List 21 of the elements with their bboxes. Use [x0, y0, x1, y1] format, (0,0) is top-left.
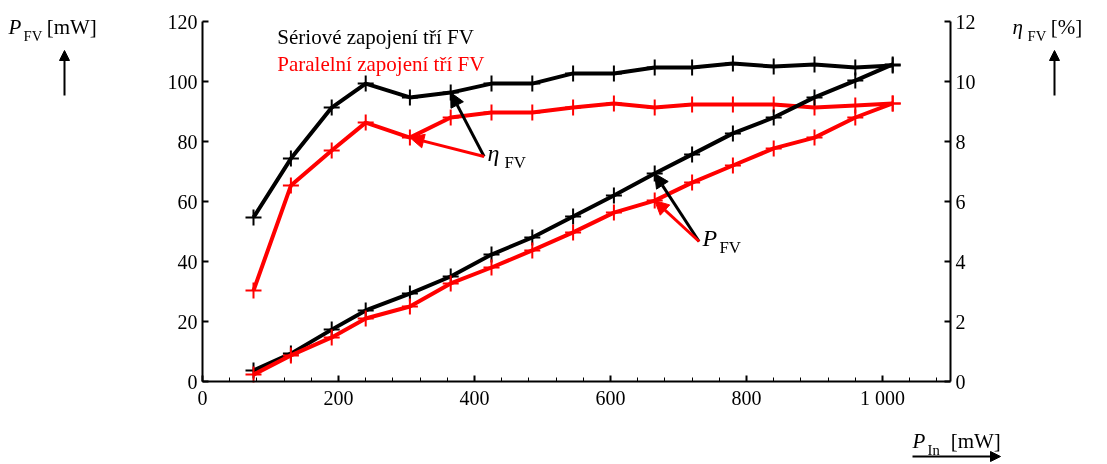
x-tick-label: 200 [323, 386, 354, 409]
y-tick-label: 80 [177, 130, 198, 153]
x-tick-label: 600 [595, 386, 626, 409]
y2-tick-label: 6 [955, 190, 966, 213]
x-tick-label: 800 [731, 386, 762, 409]
y2-tick-label: 2 [955, 310, 966, 333]
y2-tick-label: 12 [955, 10, 976, 33]
y2-tick-label: 10 [955, 70, 976, 93]
series-label: Sériové zapojení tří FV [277, 24, 474, 49]
x-tick-label: 1 000 [860, 386, 905, 409]
y-tick-label: 0 [187, 370, 198, 393]
y2-tick-label: 8 [955, 130, 966, 153]
y2-tick-label: 0 [955, 370, 966, 393]
y-tick-label: 40 [177, 250, 198, 273]
y2-tick-label: 4 [955, 250, 966, 273]
x-tick-label: 400 [459, 386, 490, 409]
y-tick-label: 20 [177, 310, 198, 333]
y-tick-label: 60 [177, 190, 198, 213]
series-label: Paralelní zapojení tří FV [277, 51, 485, 76]
y-tick-label: 100 [167, 70, 198, 93]
y-tick-label: 120 [167, 10, 198, 33]
